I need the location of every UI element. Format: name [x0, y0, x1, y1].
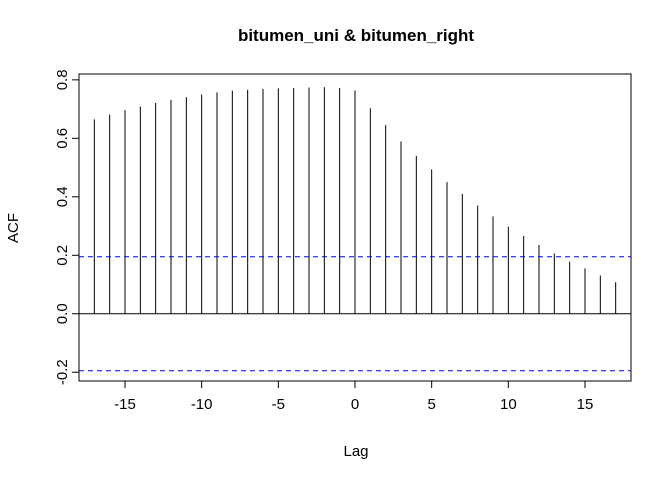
y-axis: -0.2 0.0 0.2 0.4 0.6 0.8 — [54, 69, 80, 385]
x-tick-label: -10 — [191, 396, 213, 413]
x-tick-label: -15 — [114, 396, 136, 413]
y-tick-label: 0.2 — [54, 245, 71, 266]
y-tick-label: 0.8 — [54, 69, 71, 90]
chart-title: bitumen_uni & bitumen_right — [238, 26, 474, 45]
acf-bars — [93, 87, 617, 314]
x-tick-label: 0 — [351, 396, 359, 413]
x-tick-label: 10 — [500, 396, 517, 413]
y-tick-label: 0.6 — [54, 128, 71, 149]
x-tick-label: -5 — [272, 396, 285, 413]
y-tick-label: 0.0 — [54, 303, 71, 324]
reference-lines — [79, 256, 631, 372]
x-tick-label: 5 — [427, 396, 435, 413]
x-axis: -15 -10 -5 0 5 10 15 — [114, 380, 594, 413]
x-tick-label: 15 — [577, 396, 594, 413]
y-tick-label: -0.2 — [54, 359, 71, 385]
y-axis-label: ACF — [5, 213, 22, 243]
x-axis-label: Lag — [343, 443, 368, 460]
y-tick-label: 0.4 — [54, 186, 71, 207]
